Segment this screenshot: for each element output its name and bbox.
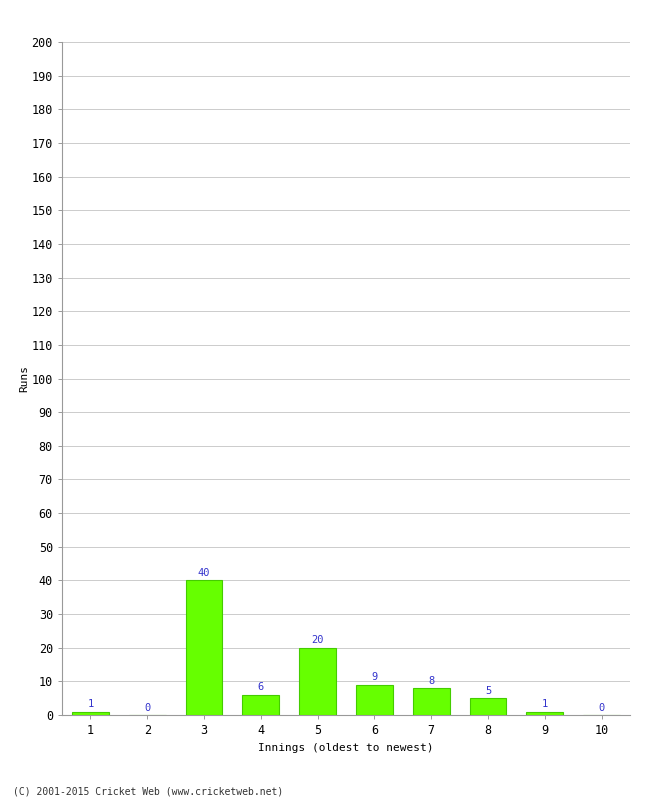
Text: 0: 0	[599, 702, 604, 713]
Text: 1: 1	[541, 699, 548, 710]
Bar	[185, 581, 222, 715]
Text: 8: 8	[428, 676, 434, 686]
Y-axis label: Runs: Runs	[19, 365, 29, 392]
Text: 40: 40	[198, 568, 210, 578]
Text: 6: 6	[257, 682, 264, 693]
Bar	[242, 695, 280, 715]
X-axis label: Innings (oldest to newest): Innings (oldest to newest)	[258, 742, 434, 753]
Bar	[356, 685, 393, 715]
Bar	[413, 688, 450, 715]
Bar	[72, 712, 109, 715]
Text: 20: 20	[311, 635, 324, 646]
Bar	[526, 712, 564, 715]
Bar	[299, 648, 336, 715]
Text: 9: 9	[371, 672, 378, 682]
Text: 5: 5	[485, 686, 491, 696]
Text: 1: 1	[87, 699, 94, 710]
Text: 0: 0	[144, 702, 150, 713]
Bar	[469, 698, 506, 715]
Text: (C) 2001-2015 Cricket Web (www.cricketweb.net): (C) 2001-2015 Cricket Web (www.cricketwe…	[13, 786, 283, 796]
